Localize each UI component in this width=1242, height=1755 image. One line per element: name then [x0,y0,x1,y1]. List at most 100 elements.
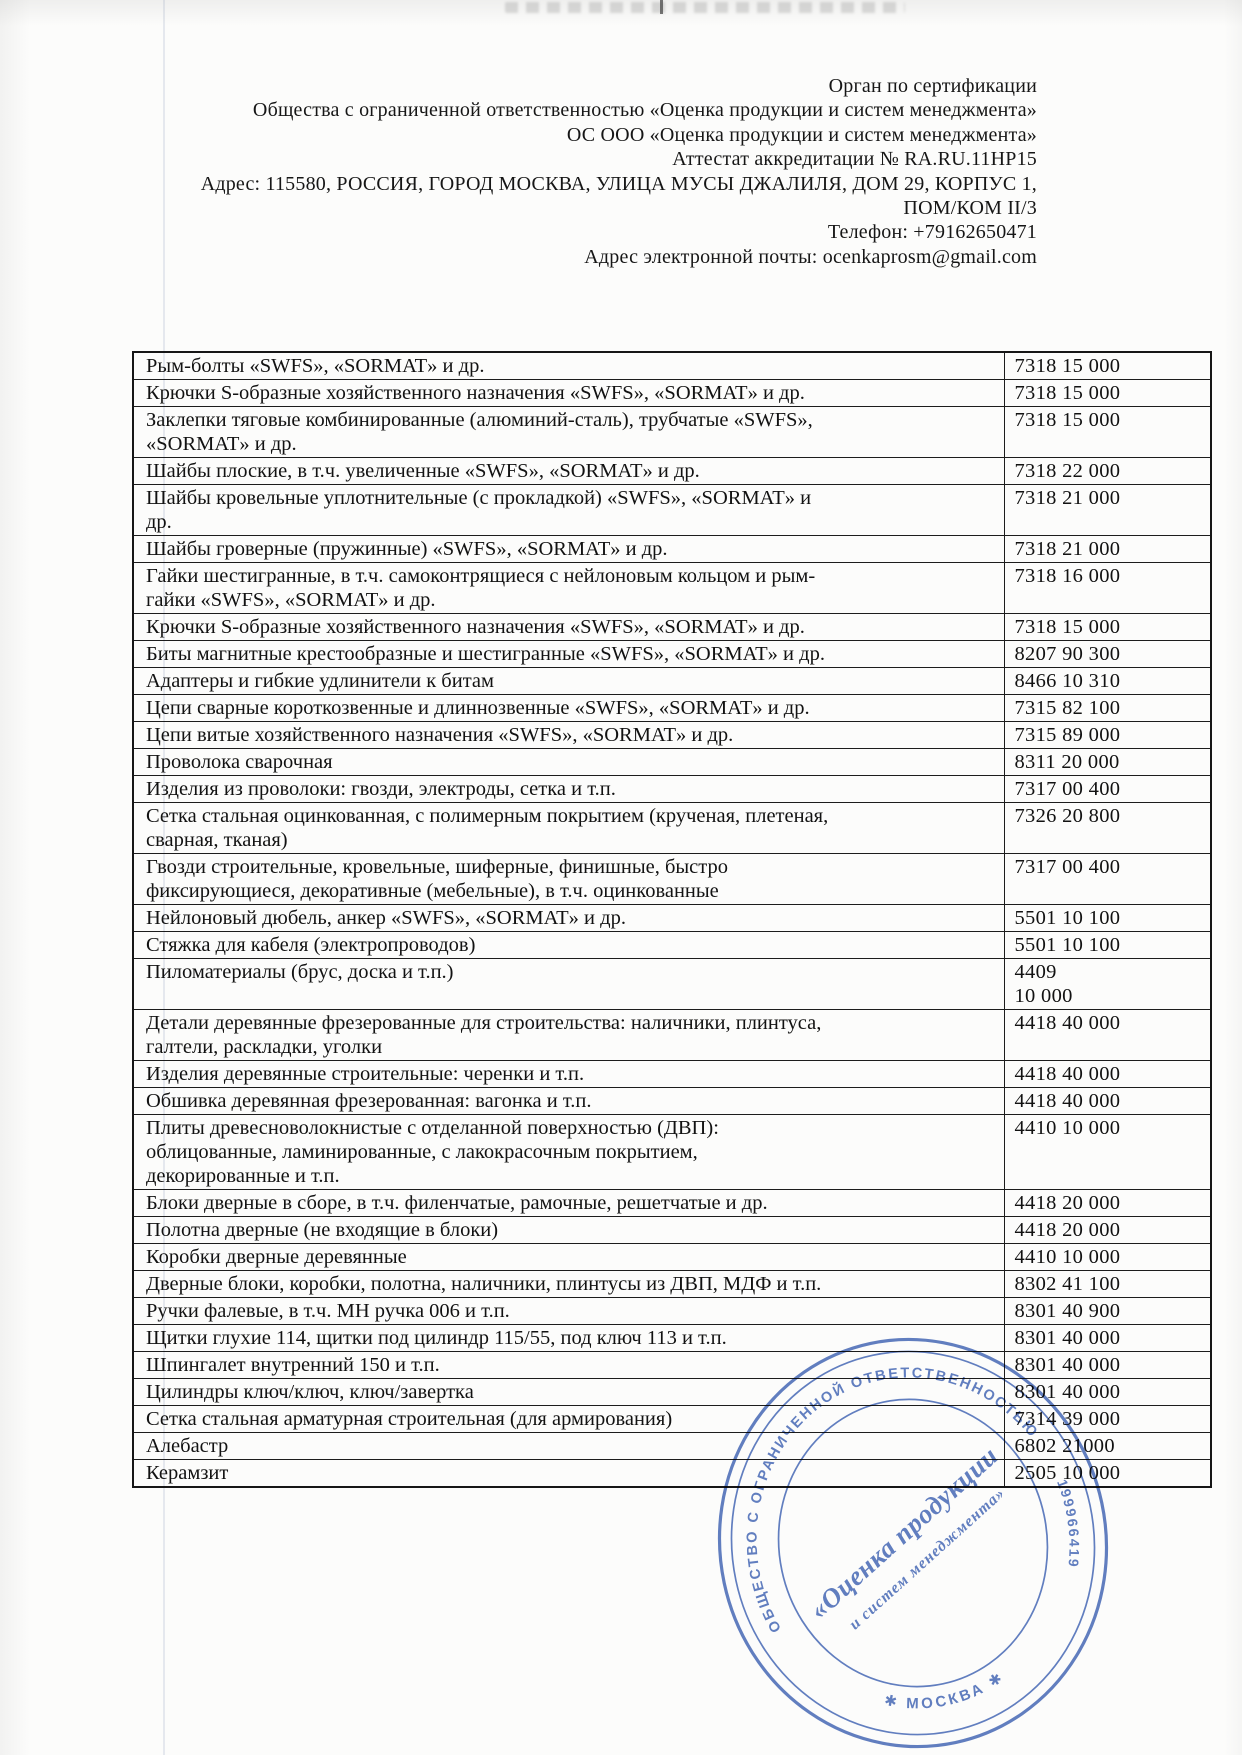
product-row: Шайбы плоские, в т.ч. увеличенные «SWFS»… [132,457,1212,485]
tnved-code-cell: 7326 20 800 [1003,802,1212,854]
product-name-cell: Цепи сварные короткозвенные и длиннозвен… [132,694,1005,722]
product-name-cell: Шпингалет внутренний 150 и т.п. [132,1351,1005,1379]
product-name-cell: Ручки фалевые, в т.ч. МН ручка 006 и т.п… [132,1297,1005,1325]
tnved-code-cell: 7317 00 400 [1003,853,1212,905]
stamp-center-line2: и систем менеджмента» [846,1485,1008,1634]
product-row: Шпингалет внутренний 150 и т.п. 8301 40 0… [132,1351,1212,1379]
product-name-cell: Нейлоновый дюбель, анкер «SWFS», «SORMAT… [132,904,1005,932]
product-row: Биты магнитные крестообразные и шестигра… [132,640,1212,668]
product-row: Блоки дверные в сборе, в т.ч. филенчатые… [132,1189,1212,1217]
product-row: Пиломатериалы (брус, доска и т.п.) 4409 1… [132,958,1212,1010]
product-row: Адаптеры и гибкие удлинители к битам 8466… [132,667,1212,695]
tnved-code-cell: 4418 40 000 [1003,1087,1212,1115]
tnved-code-cell: 7315 82 100 [1003,694,1212,722]
product-name-cell: Сетка стальная арматурная строительная (… [132,1405,1005,1433]
header-line-org-title: Орган по сертификации [828,75,1037,97]
product-row: Цепи сварные короткозвенные и длиннозвен… [132,694,1212,722]
tnved-code-cell: 4418 40 000 [1003,1060,1212,1088]
product-row: Шайбы кровельные уплотнительные (с прокл… [132,484,1212,536]
product-name-cell: Биты магнитные крестообразные и шестигра… [132,640,1005,668]
tnved-code-cell: 4409 10 000 [1003,958,1212,1010]
tnved-code-cell: 8301 40 000 [1003,1351,1212,1379]
tnved-code-cell: 8301 40 000 [1003,1378,1212,1406]
product-row: Плиты древесноволокнистые с отделанной п… [132,1114,1212,1190]
product-row: Проволока сварочная 8311 20 000 [132,748,1212,776]
tnved-code-cell: 7318 15 000 [1003,379,1212,407]
product-name-cell: Цепи витые хозяйственного назначения «SW… [132,721,1005,749]
certification-body-header: Орган по сертификации Общества с огранич… [140,74,1037,269]
product-row: Ручки фалевые, в т.ч. МН ручка 006 и т.п… [132,1297,1212,1325]
tnved-code-cell: 8301 40 000 [1003,1324,1212,1352]
product-row: Сетка стальная оцинкованная, с полимерны… [132,802,1212,854]
header-line-phone: Телефон: +79162650471 [827,221,1037,244]
tnved-code-cell: 7318 15 000 [1003,406,1212,458]
product-name-cell: Полотна дверные (не входящие в блоки) [132,1216,1005,1244]
product-name-cell: Алебастр [132,1432,1005,1460]
tnved-code-cell: 8301 40 900 [1003,1297,1212,1325]
product-row: Заклепки тяговые комбинированные (алюмин… [132,406,1212,458]
product-name-cell: Проволока сварочная [132,748,1005,776]
product-name-cell: Крючки S-образные хозяйственного назначе… [132,379,1005,407]
tnved-code-cell: 8466 10 310 [1003,667,1212,695]
tnved-code-cell: 7318 16 000 [1003,562,1212,614]
product-name-cell: Шайбы гроверные (пружинные) «SWFS», «SOR… [132,535,1005,563]
tnved-code-cell: 8311 20 000 [1003,748,1212,776]
product-row: Полотна дверные (не входящие в блоки) 441… [132,1216,1212,1244]
product-name-cell: Гвозди строительные, кровельные, шиферны… [132,853,1005,905]
product-name-cell: Обшивка деревянная фрезерованная: вагонк… [132,1087,1005,1115]
product-name-cell: Рым-болты «SWFS», «SORMAT» и др. [132,351,1005,380]
stamp-ring-digits: 199966419 [1047,1477,1091,1573]
tnved-code-cell: 7315 89 000 [1003,721,1212,749]
product-row: Изделия деревянные строительные: черенки… [132,1060,1212,1088]
header-line-attestation: Аттестат аккредитации № RA.RU.11HP15 [672,148,1037,171]
tnved-code-cell: 7318 15 000 [1003,613,1212,641]
product-row: Дверные блоки, коробки, полотна, налични… [132,1270,1212,1298]
tnved-code-cell: 4418 20 000 [1003,1216,1212,1244]
header-line-company: Общества с ограниченной ответственностью… [252,99,1037,122]
tnved-code-cell: 5501 10 100 [1003,931,1212,959]
product-row: Изделия из проволоки: гвозди, электроды,… [132,775,1212,803]
product-row: Детали деревянные фрезерованные для стро… [132,1009,1212,1061]
tnved-code-cell: 6802 21000 [1003,1432,1212,1460]
scan-artifact-smudge [505,2,905,13]
tnved-code-cell: 7314 39 000 [1003,1405,1212,1433]
tnved-code-cell: 7318 22 000 [1003,457,1212,485]
product-name-cell: Коробки дверные деревянные [132,1243,1005,1271]
tnved-code-cell: 8207 90 300 [1003,640,1212,668]
product-row: Обшивка деревянная фрезерованная: вагонк… [132,1087,1212,1115]
product-name-cell: Блоки дверные в сборе, в т.ч. филенчатые… [132,1189,1005,1217]
tnved-code-cell: 7317 00 400 [1003,775,1212,803]
product-row: Щитки глухие 114, щитки под цилиндр 115/… [132,1324,1212,1352]
product-name-cell: Детали деревянные фрезерованные для стро… [132,1009,1005,1061]
product-name-cell: Пиломатериалы (брус, доска и т.п.) [132,958,1005,1010]
tnved-code-cell: 4418 20 000 [1003,1189,1212,1217]
product-name-cell: Крючки S-образные хозяйственного назначе… [132,613,1005,641]
tnved-code-cell: 7318 15 000 [1003,351,1212,380]
svg-text:✱ МОСКВА ✱: ✱ МОСКВА ✱ [880,1667,1011,1723]
header-line-email: Адрес электронной почты: ocenkaprosm@gma… [584,245,1037,268]
product-name-cell: Стяжка для кабеля (электропроводов) [132,931,1005,959]
product-row: Цилиндры ключ/ключ, ключ/завертка 8301 40… [132,1378,1212,1406]
product-name-cell: Керамзит [132,1459,1005,1488]
product-row: Гайки шестигранные, в т.ч. самоконтрящие… [132,562,1212,614]
product-row: Гвозди строительные, кровельные, шиферны… [132,853,1212,905]
product-name-cell: Щитки глухие 114, щитки под цилиндр 115/… [132,1324,1005,1352]
product-name-cell: Шайбы плоские, в т.ч. увеличенные «SWFS»… [132,457,1005,485]
product-name-cell: Заклепки тяговые комбинированные (алюмин… [132,406,1005,458]
header-line-address: Адрес: 115580, РОССИЯ, ГОРОД МОСКВА, УЛИ… [200,172,1037,195]
tnved-code-cell: 5501 10 100 [1003,904,1212,932]
tnved-code-cell: 4410 10 000 [1003,1114,1212,1190]
product-row: Крючки S-образные хозяйственного назначе… [132,379,1212,407]
product-name-cell: Изделия деревянные строительные: черенки… [132,1060,1005,1088]
product-name-cell: Изделия из проволоки: гвозди, электроды,… [132,775,1005,803]
product-row: Цепи витые хозяйственного назначения «SW… [132,721,1212,749]
product-row: Шайбы гроверные (пружинные) «SWFS», «SOR… [132,535,1212,563]
tnved-code-cell: 7318 21 000 [1003,535,1212,563]
tnved-code-cell: 4418 40 000 [1003,1009,1212,1061]
product-row: Рым-болты «SWFS», «SORMAT» и др. 7318 15 … [132,351,1212,380]
product-name-cell: Адаптеры и гибкие удлинители к битам [132,667,1005,695]
tnved-code-cell: 8302 41 100 [1003,1270,1212,1298]
scan-artifact-tick [660,0,663,14]
product-row: Нейлоновый дюбель, анкер «SWFS», «SORMAT… [132,904,1212,932]
